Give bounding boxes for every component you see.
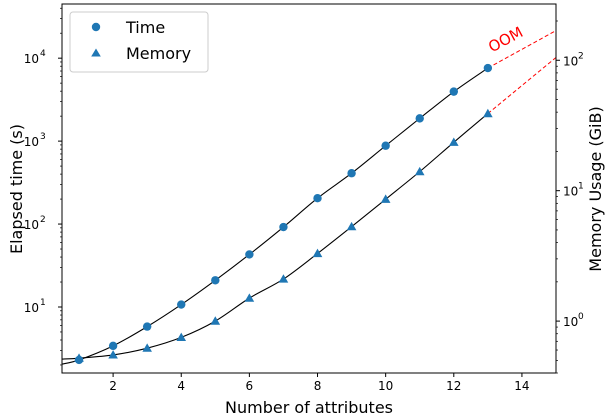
data-point-time: [177, 300, 186, 309]
y2-axis-label: Memory Usage (GiB): [586, 106, 605, 271]
data-point-memory: [448, 137, 459, 146]
plot-frame: [61, 3, 557, 374]
x-tick-label: 12: [446, 379, 461, 393]
data-point-time: [381, 141, 390, 150]
y2-tick-label-base: 10: [563, 185, 578, 199]
x-tick-label: 4: [177, 379, 185, 393]
x-tick-label: 14: [514, 379, 529, 393]
data-point-memory: [414, 166, 425, 176]
data-point-time: [483, 63, 493, 73]
legend-memory-label: Memory: [126, 44, 191, 63]
y-tick-label-exp: 3: [40, 132, 46, 142]
data-point-time: [449, 87, 458, 96]
data-point-memory: [108, 350, 118, 359]
y-tick-label-exp: 1: [40, 298, 46, 308]
legend-time-marker: [91, 22, 101, 32]
data-point-memory: [483, 108, 493, 118]
data-point-memory: [346, 221, 357, 231]
y-tick-label-base: 10: [24, 135, 39, 149]
y-tick-label-base: 10: [24, 52, 39, 66]
legend-box: [69, 11, 209, 73]
data-point-memory: [312, 248, 323, 258]
legend-time-label: Time: [125, 18, 165, 37]
y2-tick-label-exp: 0: [578, 312, 584, 322]
data-point-memory: [210, 316, 221, 325]
y-tick-label-exp: 4: [40, 49, 46, 59]
y2-tick-label-exp: 1: [578, 182, 584, 192]
data-point-time: [245, 250, 254, 259]
data-point-time: [142, 322, 152, 331]
y-tick-label-exp: 2: [40, 215, 46, 225]
oom-line-memory: [487, 57, 557, 114]
x-axis-ticks: 2 4 6 8 10 12 14: [109, 373, 530, 393]
data-point-time: [211, 276, 220, 285]
data-point-time: [279, 222, 288, 232]
y-tick-label-base: 10: [24, 218, 39, 232]
y2-tick-label-base: 10: [563, 54, 578, 68]
legend: Time Memory: [69, 11, 209, 73]
data-point-time: [347, 169, 356, 178]
data-point-time: [108, 341, 118, 351]
x-tick-label: 2: [109, 379, 117, 393]
oom-extrapolation: [487, 30, 557, 114]
data-point-memory: [278, 274, 289, 283]
data-markers: [74, 63, 493, 365]
y-tick-label-base: 10: [24, 301, 39, 315]
x-tick-label: 10: [378, 379, 393, 393]
data-point-memory: [244, 293, 255, 302]
y-axis-label: Elapsed time (s): [7, 124, 26, 254]
y2-tick-label-exp: 2: [578, 51, 584, 61]
data-point-memory: [74, 353, 84, 362]
data-point-memory: [142, 343, 152, 352]
y2-tick-label-base: 10: [563, 315, 578, 329]
x-axis-label: Number of attributes: [225, 398, 393, 417]
data-point-time: [313, 193, 322, 203]
legend-memory-marker: [91, 48, 101, 57]
data-point-memory: [176, 332, 187, 341]
data-point-memory: [380, 194, 391, 203]
data-point-time: [415, 114, 424, 123]
x-tick-label: 6: [246, 379, 254, 393]
x-tick-label: 8: [314, 379, 322, 393]
